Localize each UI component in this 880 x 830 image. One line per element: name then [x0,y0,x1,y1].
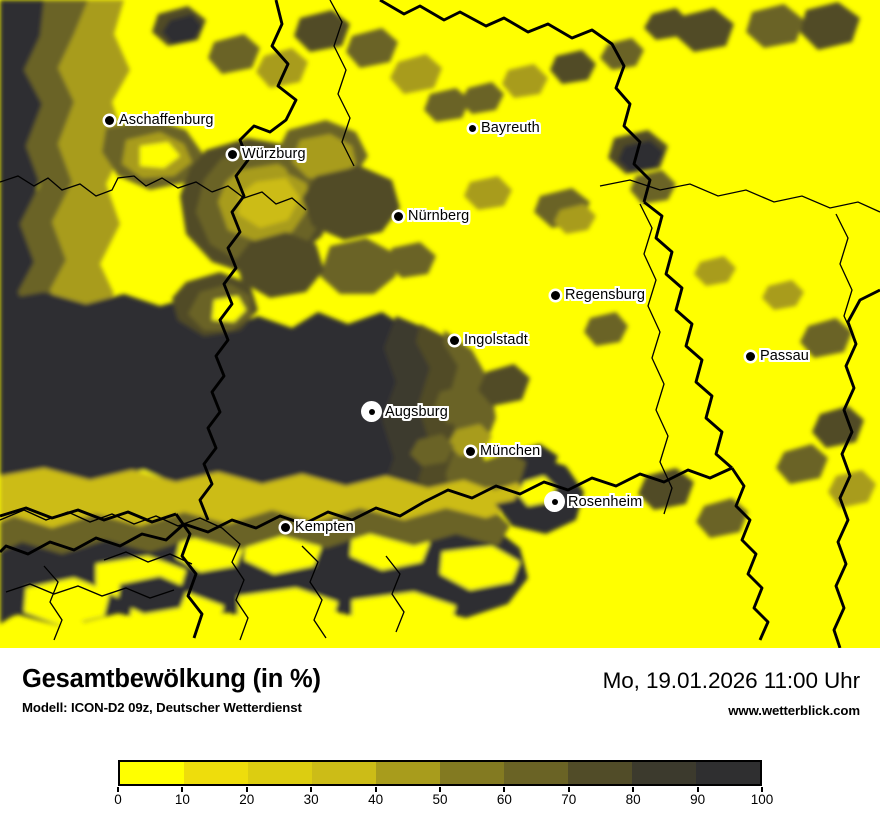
colorbar-tick-label: 30 [303,792,319,807]
city-marker[interactable]: Kempten [281,519,354,535]
city-label: Passau [760,348,809,364]
colorbar-tick-label: 50 [432,792,448,807]
city-dot-icon [466,446,475,456]
colorbar-tick-label: 80 [625,792,641,807]
colorbar-tickmark [245,787,248,792]
city-marker[interactable]: Augsburg [363,403,448,420]
colorbar-gradient [118,760,762,786]
city-label: Bayreuth [481,120,540,136]
city-label: Würzburg [242,146,306,162]
city-label: Nürnberg [408,208,470,224]
colorbar-tickmark [439,787,441,792]
city-label: Kempten [295,519,354,535]
meta-block: Mo, 19.01.2026 11:00 Uhr www.wetterblick… [603,668,860,718]
colorbar-tick-label: 60 [496,792,512,807]
colorbar-tick-label: 20 [239,792,255,807]
city-marker[interactable]: Würzburg [228,146,306,162]
colorbar-tickmark [696,787,699,792]
city-dot-icon [746,351,755,361]
city-marker[interactable]: Ingolstadt [450,332,528,348]
city-dot-icon [394,211,403,221]
city-label: München [480,443,541,459]
colorbar-tick-label: 100 [750,792,774,807]
colorbar-segment-80-90 [632,762,696,784]
cloud-cover-raster [0,0,880,648]
city-marker[interactable]: Nürnberg [394,208,469,224]
city-label: Rosenheim [568,493,643,510]
legend-footer: Gesamtbewölkung (in %) Modell: ICON-D2 0… [0,648,880,830]
city-marker[interactable]: Rosenheim [546,493,642,510]
city-dot-icon [469,124,476,132]
colorbar-tick-label: 90 [690,792,706,807]
colorbar-segment-60-70 [504,762,568,784]
city-marker[interactable]: Bayreuth [469,120,540,136]
colorbar-segment-50-60 [440,762,504,784]
national-borders [0,0,880,648]
colorbar-tick-label: 40 [368,792,384,807]
colorbar-segment-70-80 [568,762,632,784]
colorbar-tickmark [567,787,570,792]
colorbar-tickmark [117,787,119,792]
colorbar-tickmark [761,787,763,792]
city-marker[interactable]: München [466,443,540,459]
city-label: Regensburg [565,287,645,303]
title-block: Gesamtbewölkung (in %) Modell: ICON-D2 0… [22,666,321,715]
city-dot-icon [228,149,237,159]
colorbar-segment-40-50 [376,762,440,784]
city-dot-icon [105,115,114,125]
colorbar-tickmark [310,787,313,792]
website-url: www.wetterblick.com [728,703,860,718]
colorbar-tick-label: 0 [114,792,122,807]
model-subtitle: Modell: ICON-D2 09z, Deutscher Wetterdie… [22,699,302,715]
colorbar-tickmark [374,787,377,792]
weather-map[interactable]: Aschaffenburg Würzburg Bayreuth Nürnberg Reg… [0,0,880,648]
city-dot-icon [551,290,560,300]
colorbar-ticks: 0 10 20 30 40 50 60 70 80 90 100 [114,787,773,811]
colorbar-segment-10-20 [184,762,248,784]
city-dot-icon [281,522,290,532]
colorbar-tickmark [632,787,635,792]
colorbar-tickmark [503,787,506,792]
page-title: Gesamtbewölkung (in %) [22,665,321,693]
colorbar-segment-20-30 [248,762,312,784]
city-dot-icon [546,493,563,510]
city-marker[interactable]: Aschaffenburg [105,112,214,128]
colorbar-legend: 0 10 20 30 40 50 60 70 80 90 100 [114,760,773,811]
colorbar-tickmark [181,787,184,792]
city-dot-icon [363,403,380,420]
regional-borders [0,0,880,641]
colorbar-segment-30-40 [312,762,376,784]
colorbar-segment-0-10 [120,762,184,784]
city-marker[interactable]: Passau [746,348,809,364]
city-marker[interactable]: Regensburg [551,287,645,303]
city-label: Augsburg [385,403,448,420]
forecast-timestamp: Mo, 19.01.2026 11:00 Uhr [602,668,860,693]
city-dot-icon [450,335,459,345]
colorbar-tick-label: 10 [174,792,190,807]
colorbar-tick-label: 70 [561,792,577,807]
colorbar-segment-90-100 [696,762,760,784]
city-label: Aschaffenburg [119,112,214,128]
city-label: Ingolstadt [464,332,528,348]
